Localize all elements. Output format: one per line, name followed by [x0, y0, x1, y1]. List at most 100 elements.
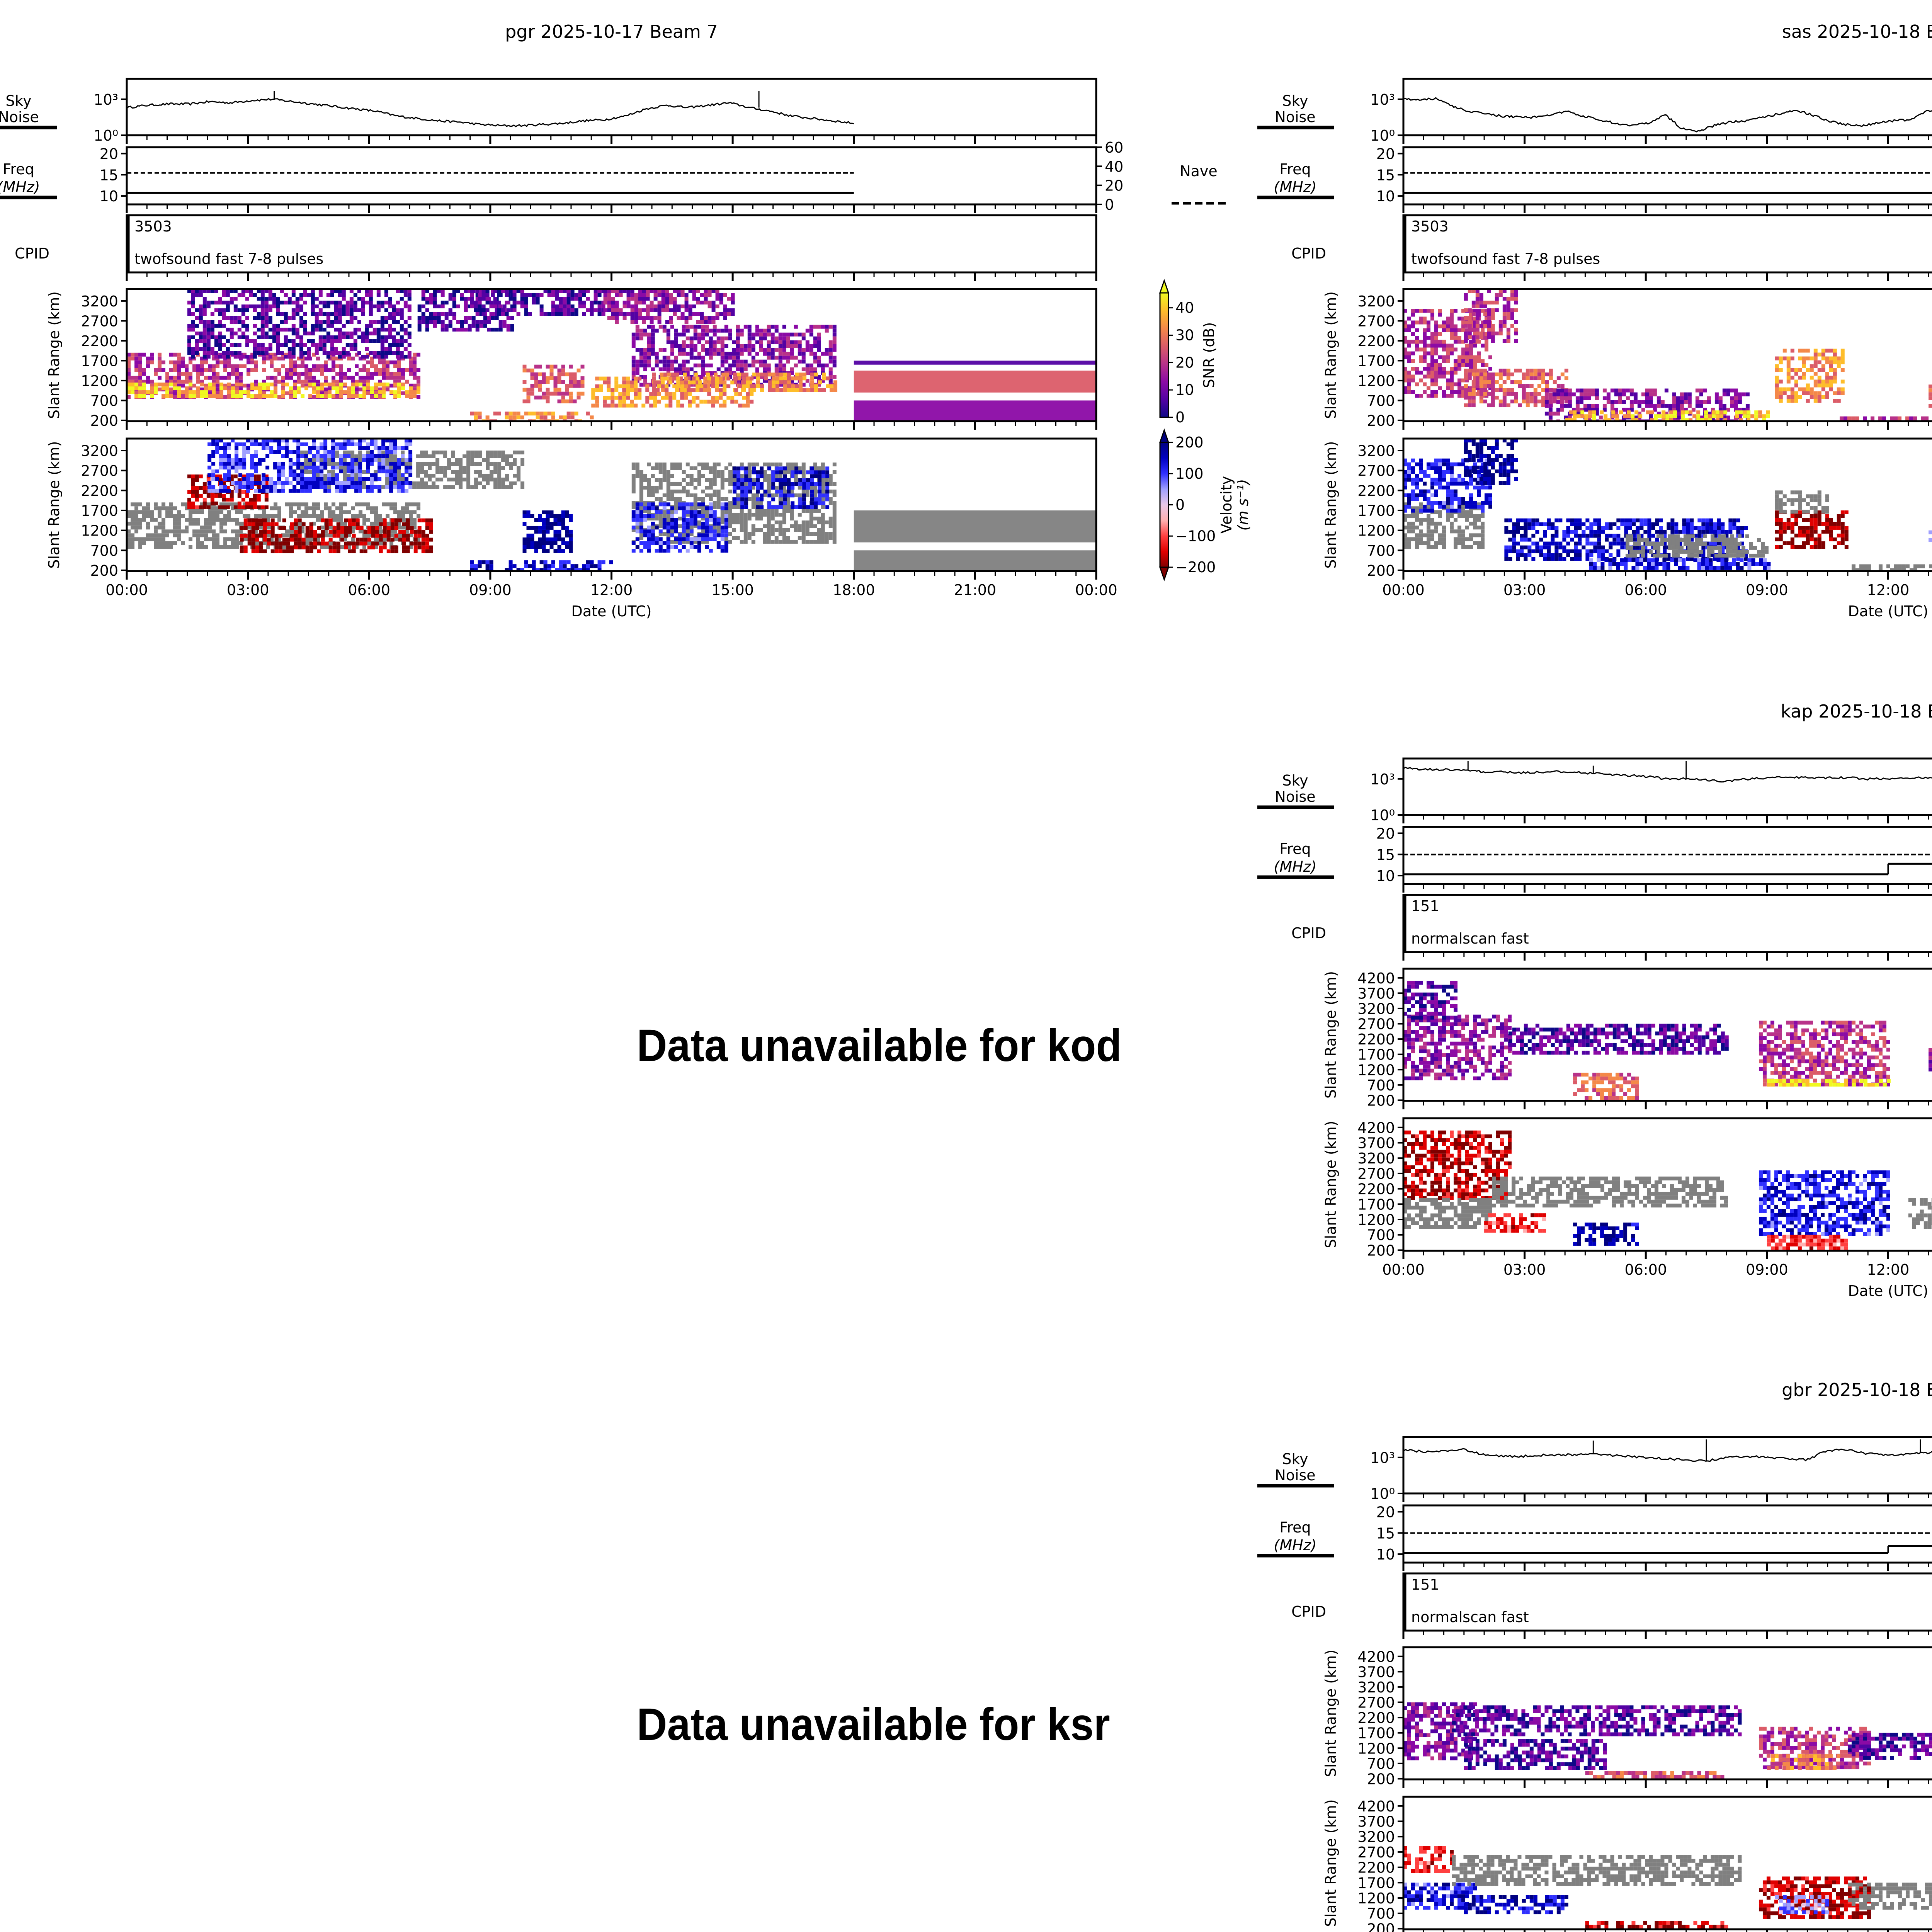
scatter-cell — [685, 352, 690, 356]
scatter-cell — [832, 336, 837, 340]
scatter-cell — [409, 372, 413, 376]
scatter-cell — [493, 412, 497, 416]
scatter-cell — [245, 335, 249, 339]
scatter-cell — [233, 351, 238, 355]
scatter-cell — [751, 501, 755, 505]
scatter-cell — [655, 352, 659, 356]
scatter-cell — [701, 466, 705, 470]
scatter-cell — [641, 403, 646, 408]
scatter-cell — [297, 514, 301, 518]
scatter-cell — [670, 481, 674, 486]
scatter-cell — [657, 289, 662, 293]
scatter-cell — [257, 335, 261, 339]
scatter-cell — [374, 522, 378, 526]
scatter-cell — [219, 352, 223, 357]
scatter-cell — [693, 466, 697, 470]
scatter-cell — [786, 462, 790, 466]
scatter-cell — [134, 386, 138, 391]
scatter-cell — [673, 312, 677, 316]
scatter-cell — [322, 328, 327, 332]
scatter-cell — [322, 339, 327, 343]
scatter-cell — [594, 289, 598, 293]
scatter-cell — [284, 293, 288, 297]
scatter-cell — [293, 394, 297, 398]
scatter-cell — [299, 355, 303, 359]
scatter-cell — [466, 481, 471, 485]
scatter-cell — [351, 537, 355, 541]
scatter-cell — [787, 384, 791, 388]
scatter-cell — [639, 520, 643, 524]
scatter-cell — [181, 390, 185, 395]
scatter-cell — [420, 462, 424, 466]
scatter-cell — [235, 537, 239, 541]
scatter-cell — [196, 529, 200, 534]
scatter-cell — [778, 348, 782, 352]
scatter-cell — [489, 304, 493, 308]
scatter-cell — [127, 522, 131, 526]
scatter-cell — [416, 469, 420, 474]
scatter-cell — [382, 364, 386, 368]
scatter-cell — [517, 450, 521, 454]
scatter-cell — [495, 312, 499, 316]
scatter-cell — [216, 391, 219, 395]
scatter-cell — [649, 392, 653, 396]
scatter-cell — [199, 332, 203, 335]
scatter-cell — [304, 469, 308, 474]
scatter-cell — [759, 328, 763, 333]
scatter-cell — [222, 312, 226, 316]
scatter-cell — [821, 497, 825, 501]
scatter-cell — [767, 355, 771, 360]
scatter-cell — [332, 360, 335, 364]
scatter-cell — [651, 336, 655, 340]
scatter-cell — [397, 533, 401, 537]
scatter-cell — [320, 383, 324, 387]
scatter-cell — [304, 506, 308, 510]
scatter-cell — [826, 376, 830, 381]
scatter-cell — [747, 466, 752, 470]
scatter-cell — [226, 301, 230, 304]
scatter-cell — [603, 301, 607, 304]
scatter-cell — [783, 384, 787, 388]
scatter-cell — [594, 293, 598, 297]
cpid-name: twofsound fast 7-8 pulses — [134, 250, 323, 267]
scatter-cell — [361, 304, 365, 308]
scatter-cell — [642, 316, 646, 320]
scatter-cell — [665, 384, 669, 388]
scatter-cell — [374, 383, 378, 387]
scatter-cell — [272, 339, 276, 343]
scatter-cell — [635, 325, 639, 329]
scatter-cell — [685, 344, 690, 348]
scatter-cell — [165, 514, 169, 518]
scatter-cell — [150, 386, 154, 391]
scatter-cell — [607, 388, 611, 392]
scatter-cell — [260, 332, 265, 335]
scatter-cell — [385, 481, 389, 485]
scatter-cell — [591, 396, 595, 400]
scatter-cell — [696, 289, 700, 293]
scatter-cell — [270, 352, 274, 357]
scatter-cell — [240, 545, 244, 549]
scatter-cell — [767, 536, 771, 540]
scatter-cell — [688, 380, 692, 384]
scatter-cell — [245, 304, 249, 308]
station-panel-pgr: pgr 2025-10-17 Beam 7SkyNoise10⁰10³Freq(… — [0, 21, 1252, 620]
scatter-cell — [134, 526, 138, 530]
scatter-cell — [678, 466, 682, 470]
scatter-cell — [478, 412, 482, 416]
scatter-cell — [223, 514, 227, 518]
scatter-cell — [146, 360, 150, 364]
scatter-cell — [237, 320, 242, 324]
scatter-cell — [724, 344, 728, 348]
scatter-cell — [134, 522, 138, 526]
scatter-cell — [270, 537, 274, 541]
scatter-cell — [787, 388, 791, 392]
scatter-cell — [555, 308, 559, 312]
scatter-cell — [233, 316, 238, 320]
scatter-cell — [264, 301, 269, 304]
scatter-cell — [652, 372, 656, 377]
scatter-cell — [425, 328, 429, 332]
scatter-cell — [481, 297, 486, 301]
scatter-cell — [751, 363, 755, 367]
scatter-cell — [324, 368, 328, 372]
